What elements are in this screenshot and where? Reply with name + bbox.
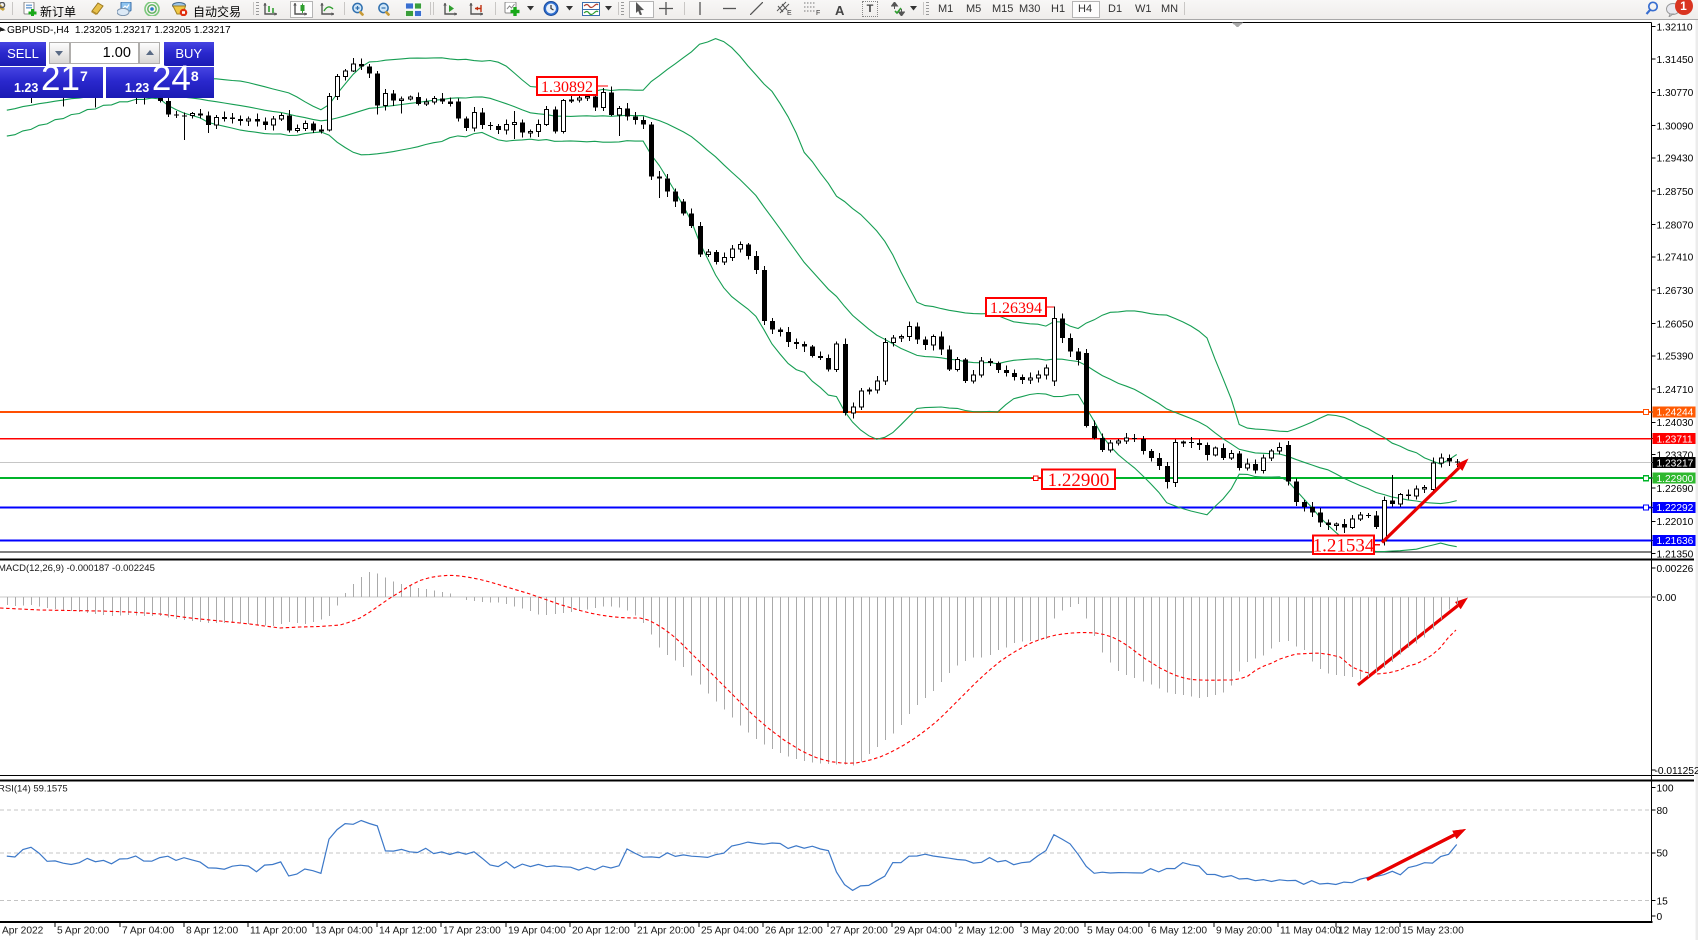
svg-text:5 May 04:00: 5 May 04:00	[1087, 926, 1143, 937]
svg-text:17 Apr 23:00: 17 Apr 23:00	[443, 926, 501, 937]
svg-text:1.22010: 1.22010	[1657, 517, 1694, 528]
svg-text:GBPUSD-,H4 1.23205 1.23217 1.: GBPUSD-,H4 1.23205 1.23217 1.23205 1.232…	[7, 25, 231, 36]
svg-text:13 Apr 04:00: 13 Apr 04:00	[315, 926, 373, 937]
svg-text:1.24710: 1.24710	[1657, 385, 1694, 396]
svg-text:-0.011252: -0.011252	[1655, 766, 1698, 777]
svg-text:MACD(12,26,9) -0.000187 -0.002: MACD(12,26,9) -0.000187 -0.002245	[0, 563, 155, 574]
svg-text:1.30892: 1.30892	[541, 79, 593, 96]
svg-text:12 May 12:00: 12 May 12:00	[1338, 926, 1400, 937]
svg-text:7 Apr 04:00: 7 Apr 04:00	[122, 926, 174, 937]
svg-text:1.30770: 1.30770	[1657, 88, 1694, 99]
svg-text:1.26730: 1.26730	[1657, 286, 1694, 297]
svg-text:1.31450: 1.31450	[1657, 55, 1694, 66]
svg-text:F: F	[816, 10, 820, 16]
svg-text:11 Apr 20:00: 11 Apr 20:00	[250, 926, 307, 937]
svg-text:1.26394: 1.26394	[990, 300, 1042, 317]
svg-text:1.28750: 1.28750	[1657, 187, 1694, 198]
svg-text:15: 15	[1657, 896, 1669, 907]
svg-text:1.21350: 1.21350	[1657, 549, 1694, 560]
svg-text:RSI(14) 59.1575: RSI(14) 59.1575	[0, 784, 68, 795]
svg-text:1.22900: 1.22900	[1048, 470, 1110, 491]
svg-text:0: 0	[1657, 912, 1663, 923]
svg-text:50: 50	[1657, 849, 1669, 860]
svg-text:E: E	[787, 10, 792, 16]
svg-text:1.24244: 1.24244	[1657, 408, 1694, 419]
svg-text:1.23370: 1.23370	[1657, 451, 1694, 462]
svg-text:14 Apr 12:00: 14 Apr 12:00	[379, 926, 437, 937]
svg-text:1.28070: 1.28070	[1657, 220, 1694, 231]
svg-text:1.25390: 1.25390	[1657, 352, 1694, 363]
svg-text:2 May 12:00: 2 May 12:00	[958, 926, 1014, 937]
svg-text:20 Apr 12:00: 20 Apr 12:00	[572, 926, 630, 937]
svg-text:8 Apr 12:00: 8 Apr 12:00	[186, 926, 238, 937]
svg-text:29 Apr 04:00: 29 Apr 04:00	[894, 926, 952, 937]
svg-text:1.23217: 1.23217	[1657, 458, 1694, 469]
svg-text:25 Apr 04:00: 25 Apr 04:00	[701, 926, 759, 937]
svg-text:5 Apr 20:00: 5 Apr 20:00	[57, 926, 109, 937]
svg-text:1.23711: 1.23711	[1657, 434, 1693, 445]
svg-text:80: 80	[1657, 806, 1669, 817]
svg-text:1.22900: 1.22900	[1657, 474, 1694, 485]
svg-text:19 Apr 04:00: 19 Apr 04:00	[508, 926, 566, 937]
svg-text:1.21534: 1.21534	[1313, 536, 1375, 557]
svg-text:1.32110: 1.32110	[1657, 23, 1693, 34]
svg-text:1.24030: 1.24030	[1657, 418, 1694, 429]
svg-text:6 May 12:00: 6 May 12:00	[1151, 926, 1207, 937]
svg-text:0.00226: 0.00226	[1657, 564, 1694, 575]
svg-text:21 Apr 20:00: 21 Apr 20:00	[637, 926, 695, 937]
svg-text:1.30090: 1.30090	[1657, 121, 1694, 132]
svg-text:11 May 04:00: 11 May 04:00	[1280, 926, 1341, 937]
svg-text:1.22690: 1.22690	[1657, 484, 1694, 495]
svg-text:1.21636: 1.21636	[1657, 536, 1694, 547]
svg-text:1.22292: 1.22292	[1657, 503, 1694, 514]
svg-text:9 May 20:00: 9 May 20:00	[1216, 926, 1272, 937]
svg-text:100: 100	[1657, 783, 1674, 794]
svg-text:26 Apr 12:00: 26 Apr 12:00	[765, 926, 823, 937]
svg-text:3 May 20:00: 3 May 20:00	[1023, 926, 1079, 937]
svg-text:Apr 2022: Apr 2022	[2, 926, 44, 937]
svg-text:1.27410: 1.27410	[1657, 253, 1694, 264]
svg-text:1.26050: 1.26050	[1657, 319, 1694, 330]
svg-text:1.29430: 1.29430	[1657, 154, 1694, 165]
svg-text:0.00: 0.00	[1657, 593, 1677, 604]
svg-text:15 May 23:00: 15 May 23:00	[1402, 926, 1464, 937]
svg-text:27 Apr 20:00: 27 Apr 20:00	[830, 926, 888, 937]
